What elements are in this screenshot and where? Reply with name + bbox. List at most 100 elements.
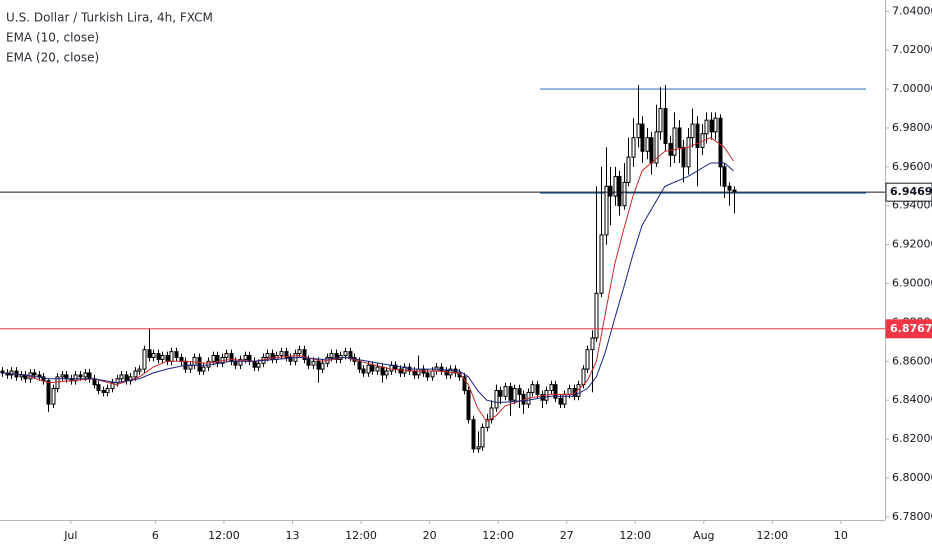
- y-tick-label: 6.92000: [892, 238, 932, 251]
- candle-body: [188, 364, 193, 370]
- candle-body: [357, 360, 362, 370]
- candle-body: [83, 372, 88, 378]
- candle-body: [558, 397, 563, 405]
- x-tick-label: 27: [560, 529, 574, 542]
- candle-body: [284, 351, 289, 358]
- candle-body: [37, 374, 42, 378]
- candle-body: [229, 353, 234, 362]
- candle-body: [101, 389, 106, 393]
- candle-body: [265, 353, 270, 358]
- y-tick-label: 6.94000: [892, 199, 932, 212]
- x-tick-label: Jul: [63, 529, 77, 542]
- y-tick-label: 6.80000: [892, 471, 932, 484]
- candle-body: [197, 356, 202, 372]
- y-tick-label: 6.82000: [892, 432, 932, 445]
- y-tick-label: 6.86000: [892, 354, 932, 367]
- candle-body: [329, 353, 334, 358]
- candle-body: [476, 446, 481, 450]
- candle-body: [649, 137, 654, 164]
- price-label-box: [885, 182, 932, 202]
- candle-body: [165, 354, 170, 362]
- candle-body: [553, 384, 558, 399]
- ema-line: [2, 162, 734, 403]
- candle-body: [663, 108, 668, 145]
- candle-body: [119, 374, 124, 380]
- x-tick-label: 20: [423, 529, 437, 542]
- candle-body: [658, 108, 663, 133]
- legend-entry: EMA (20, close): [6, 51, 99, 65]
- candle-body: [590, 337, 595, 351]
- candle-body: [617, 176, 622, 207]
- candle-body: [444, 370, 449, 376]
- legend-entry: EMA (10, close): [6, 31, 99, 45]
- candle-body: [320, 362, 325, 370]
- candle-body: [636, 123, 641, 139]
- candle-body: [535, 384, 540, 395]
- candle-body: [133, 370, 138, 378]
- candle-body: [668, 143, 673, 156]
- candle-body: [142, 349, 147, 370]
- candle-body: [686, 137, 691, 168]
- candle-body: [389, 364, 394, 372]
- candle-body: [169, 351, 174, 362]
- x-tick-label: Aug: [693, 529, 714, 542]
- y-tick-label: 6.78000: [892, 510, 932, 523]
- x-tick-label: 6: [152, 529, 159, 542]
- candle-body: [124, 374, 129, 382]
- candle-body: [297, 349, 302, 355]
- x-tick-label: 12:00: [482, 529, 514, 542]
- candle-body: [32, 372, 37, 376]
- candle-body: [704, 119, 709, 135]
- candle-body: [375, 366, 380, 372]
- candle-body: [677, 127, 682, 148]
- candle-body: [60, 374, 65, 378]
- candle-body: [288, 356, 293, 362]
- y-tick-label: 6.90000: [892, 277, 932, 290]
- candle-body: [174, 351, 179, 358]
- x-tick-label: 10: [834, 529, 848, 542]
- candle-body: [494, 389, 499, 409]
- candle-body: [160, 354, 165, 360]
- candle-body: [348, 351, 353, 358]
- candle-body: [311, 360, 316, 366]
- price-label-box: [885, 319, 932, 339]
- candle-body: [361, 368, 366, 374]
- candle-body: [412, 370, 417, 376]
- candle-body: [238, 358, 243, 366]
- candle-body: [137, 368, 142, 372]
- candle-body: [224, 353, 229, 358]
- candle-body: [585, 349, 590, 370]
- x-tick-label: 13: [285, 529, 299, 542]
- candle-body: [243, 354, 248, 360]
- candle-body: [485, 419, 490, 428]
- candle-body: [640, 123, 645, 152]
- candle-body: [695, 123, 700, 148]
- candle-body: [105, 388, 110, 393]
- candle-body: [690, 123, 695, 139]
- candle-body: [498, 389, 503, 397]
- candle-body: [594, 292, 599, 339]
- price-label: 6.87672: [890, 322, 932, 335]
- candle-body: [201, 366, 206, 372]
- candle-body: [681, 146, 686, 168]
- candle-body: [370, 364, 375, 372]
- candle-body: [722, 166, 727, 187]
- candle-body: [19, 374, 24, 378]
- x-tick-label: 12:00: [619, 529, 651, 542]
- candle-body: [55, 376, 60, 390]
- candle-body: [96, 384, 101, 391]
- candle-body: [78, 374, 83, 378]
- x-tick-label: 12:00: [345, 529, 377, 542]
- candle-body: [51, 388, 56, 405]
- candle-body: [608, 185, 613, 197]
- candle-body: [306, 358, 311, 366]
- candle-body: [179, 356, 184, 362]
- candle-body: [466, 389, 471, 421]
- candle-body: [46, 380, 51, 405]
- x-tick-label: 12:00: [756, 529, 788, 542]
- candle-body: [366, 364, 371, 374]
- y-tick-label: 7.04000: [892, 4, 932, 17]
- chart-title: U.S. Dollar / Turkish Lira, 4h, FXCM: [6, 11, 213, 25]
- candle-body: [512, 388, 517, 401]
